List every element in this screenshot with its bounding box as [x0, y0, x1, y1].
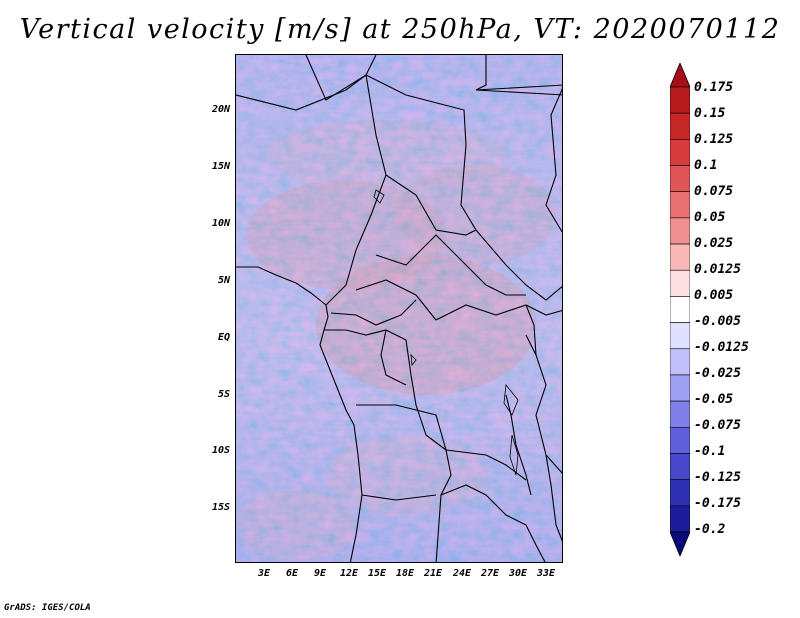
lat-label-EQ: EQ: [217, 332, 230, 343]
lon-label-24E: 24E: [452, 568, 472, 579]
colorbar: [670, 63, 690, 556]
lat-label-5S: 5S: [217, 389, 230, 400]
colorbar-segment: [670, 322, 690, 350]
colorbar-segment: [670, 479, 690, 507]
colorbar-label: 0.0125: [694, 262, 741, 277]
lat-label-10S: 10S: [211, 445, 230, 456]
colorbar-label: 0.1: [694, 158, 718, 173]
colorbar-segment: [670, 374, 690, 402]
colorbar-segment: [670, 505, 690, 533]
lon-label-15E: 15E: [367, 568, 387, 579]
colorbar-label: -0.075: [694, 418, 741, 433]
lon-label-33E: 33E: [536, 568, 556, 579]
colorbar-segment: [670, 243, 690, 271]
colorbar-label: -0.1: [694, 444, 726, 459]
map-panel: [235, 54, 563, 563]
colorbar-label: 0.075: [694, 184, 734, 199]
colorbar-segment: [670, 112, 690, 140]
colorbar-label: 0.125: [694, 132, 734, 147]
colorbar-segment: [670, 191, 690, 219]
colorbar-label: -0.175: [694, 496, 741, 511]
lat-label-5N: 5N: [217, 275, 230, 286]
colorbar-top-triangle: [670, 63, 690, 88]
lon-label-3E: 3E: [257, 568, 271, 579]
colorbar-segment: [670, 426, 690, 454]
colorbar-label: -0.05: [694, 392, 734, 407]
lon-label-27E: 27E: [480, 568, 500, 579]
colorbar-label: -0.2: [694, 522, 726, 537]
colorbar-label: -0.125: [694, 470, 741, 485]
lat-label-20N: 20N: [211, 104, 230, 115]
colorbar-label: 0.15: [694, 106, 726, 121]
colorbar-label: -0.005: [694, 314, 741, 329]
colorbar-bottom-triangle: [670, 531, 690, 556]
vertical-velocity-field: [236, 55, 562, 562]
colorbar-segment: [670, 348, 690, 376]
colorbar-segment: [670, 269, 690, 297]
colorbar-label: 0.005: [694, 288, 734, 303]
lon-label-9E: 9E: [313, 568, 327, 579]
colorbar-label: -0.025: [694, 366, 741, 381]
lon-label-30E: 30E: [508, 568, 528, 579]
lat-label-10N: 10N: [211, 218, 230, 229]
grads-credit: GrADS: IGES/COLA: [4, 603, 91, 613]
colorbar-label: 0.05: [694, 210, 726, 225]
colorbar-segment: [670, 453, 690, 480]
colorbar-segment: [670, 139, 690, 166]
colorbar-segment: [670, 86, 690, 114]
plot-title: Vertical velocity [m/s] at 250hPa, VT: 2…: [19, 14, 781, 45]
lon-label-21E: 21E: [423, 568, 443, 579]
colorbar-segment: [670, 296, 690, 323]
colorbar-label: 0.175: [694, 80, 734, 95]
lon-label-18E: 18E: [395, 568, 415, 579]
lat-label-15N: 15N: [211, 161, 230, 172]
lat-label-15S: 15S: [211, 502, 230, 513]
lon-label-6E: 6E: [285, 568, 299, 579]
colorbar-segment: [670, 400, 690, 428]
colorbar-label: 0.025: [694, 236, 734, 251]
colorbar-segment: [670, 165, 690, 193]
colorbar-segment: [670, 217, 690, 245]
lon-label-12E: 12E: [339, 568, 359, 579]
colorbar-label: -0.0125: [694, 340, 749, 355]
